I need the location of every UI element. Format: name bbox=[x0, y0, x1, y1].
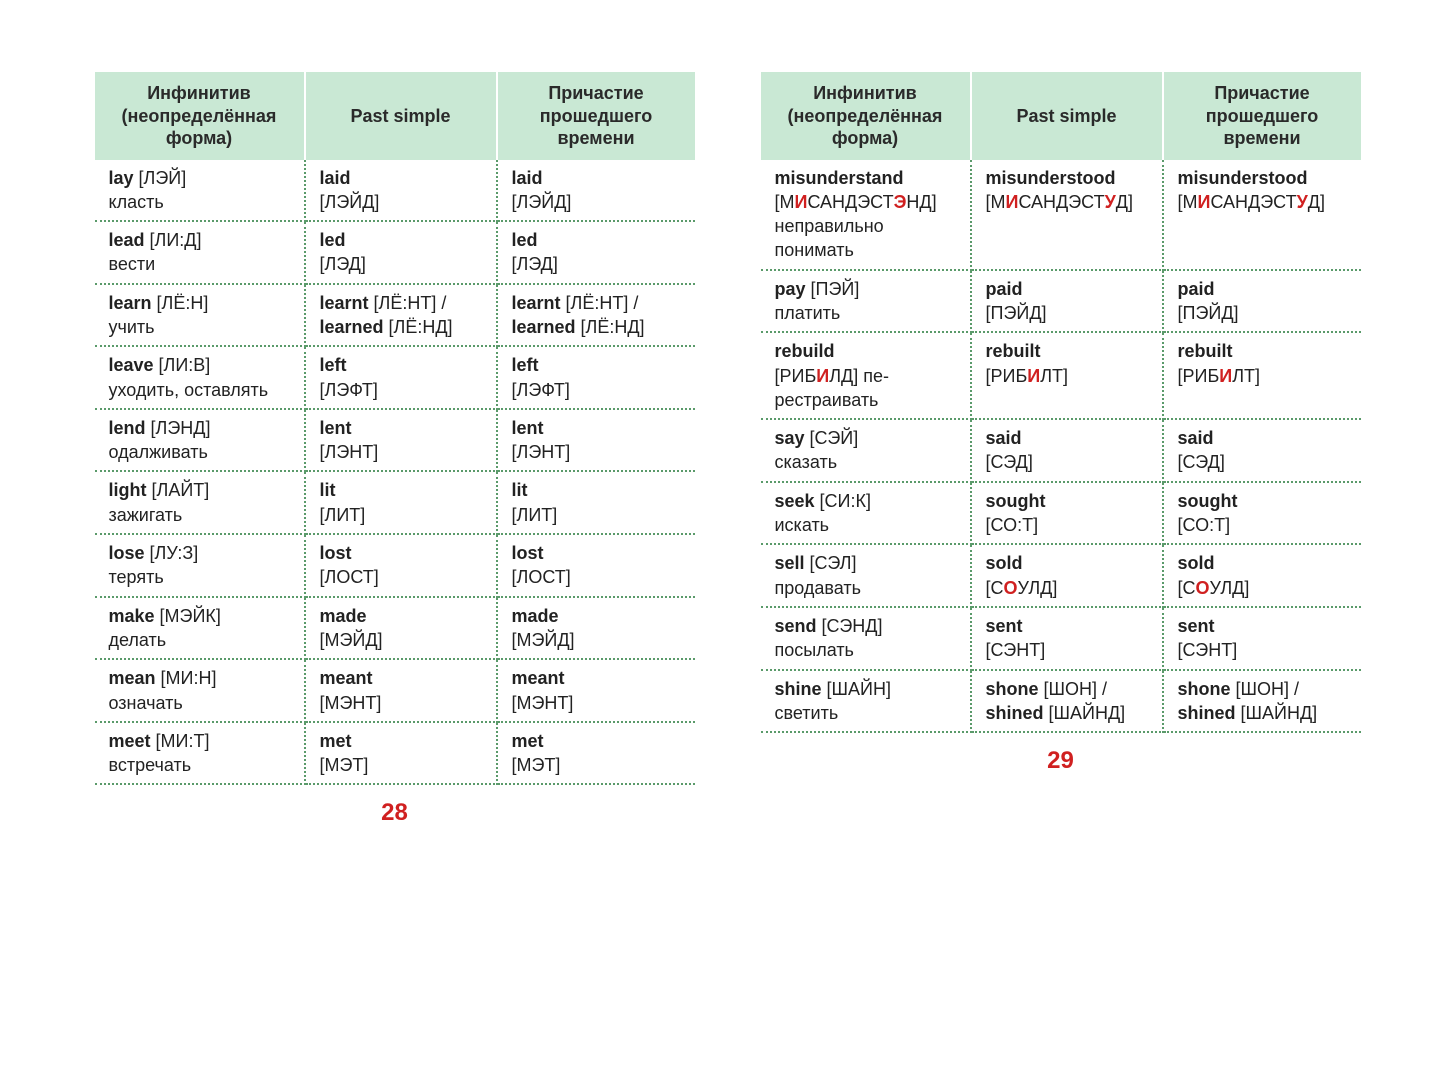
cell-past-simple: shone [ШОН] / shined [ШАЙНД] bbox=[971, 670, 1163, 733]
header-infinitive: Инфинитив (неопреде­лённая форма) bbox=[95, 72, 305, 160]
cell-past-participle: left[ЛЭФТ] bbox=[497, 346, 695, 409]
cell-past-simple: said[СЭД] bbox=[971, 419, 1163, 482]
cell-past-simple: sought[СО:Т] bbox=[971, 482, 1163, 545]
verb-table-left: Инфинитив (неопреде­лённая форма) Past s… bbox=[95, 72, 695, 785]
cell-infinitive: leave [ЛИ:В]уходить, оставлять bbox=[95, 346, 305, 409]
cell-infinitive: shine [ШАЙН]светить bbox=[761, 670, 971, 733]
cell-past-simple: rebuilt[РИБИЛТ] bbox=[971, 332, 1163, 419]
cell-infinitive: sell [СЭЛ]продавать bbox=[761, 544, 971, 607]
table-row: shine [ШАЙН]светитьshone [ШОН] / shined … bbox=[761, 670, 1361, 733]
cell-infinitive: meet [МИ:Т]встречать bbox=[95, 722, 305, 785]
cell-past-simple: made[МЭЙД] bbox=[305, 597, 497, 660]
table-row: make [МЭЙК]делатьmade[МЭЙД]made[МЭЙД] bbox=[95, 597, 695, 660]
cell-infinitive: mean [МИ:Н]означать bbox=[95, 659, 305, 722]
table-row: misunder­stand[МИСАНДЭ­СТЭНД]неправильно… bbox=[761, 160, 1361, 270]
verb-table-right: Инфинитив (неопреде­лённая форма) Past s… bbox=[761, 72, 1361, 733]
cell-past-simple: learnt [ЛЁ:НТ] / learned [ЛЁ:НД] bbox=[305, 284, 497, 347]
table-row: pay [ПЭЙ]платитьpaid[ПЭЙД]paid[ПЭЙД] bbox=[761, 270, 1361, 333]
cell-past-simple: lent[ЛЭНТ] bbox=[305, 409, 497, 472]
cell-infinitive: seek [СИ:К]искать bbox=[761, 482, 971, 545]
cell-past-simple: led[ЛЭД] bbox=[305, 221, 497, 284]
cell-past-participle: learnt [ЛЁ:НТ] / learned [ЛЁ:НД] bbox=[497, 284, 695, 347]
cell-infinitive: misunder­stand[МИСАНДЭ­СТЭНД]неправильно… bbox=[761, 160, 971, 270]
table-row: learn [ЛЁ:Н]учитьlearnt [ЛЁ:НТ] / learne… bbox=[95, 284, 695, 347]
cell-infinitive: pay [ПЭЙ]платить bbox=[761, 270, 971, 333]
cell-past-simple: met[МЭТ] bbox=[305, 722, 497, 785]
cell-past-participle: lost[ЛОСТ] bbox=[497, 534, 695, 597]
header-infinitive: Инфинитив (неопреде­лённая форма) bbox=[761, 72, 971, 160]
cell-infinitive: lay [ЛЭЙ]класть bbox=[95, 160, 305, 222]
table-header-row: Инфинитив (неопреде­лённая форма) Past s… bbox=[761, 72, 1361, 160]
left-page: Инфинитив (неопреде­лённая форма) Past s… bbox=[95, 72, 695, 1060]
cell-past-participle: paid[ПЭЙД] bbox=[1163, 270, 1361, 333]
table-row: lend [ЛЭНД]одалживатьlent[ЛЭНТ]lent[ЛЭНТ… bbox=[95, 409, 695, 472]
page-number-right: 29 bbox=[761, 747, 1361, 775]
table-row: lose [ЛУ:З]терятьlost[ЛОСТ]lost[ЛОСТ] bbox=[95, 534, 695, 597]
cell-infinitive: learn [ЛЁ:Н]учить bbox=[95, 284, 305, 347]
cell-past-simple: lost[ЛОСТ] bbox=[305, 534, 497, 597]
cell-past-participle: met[МЭТ] bbox=[497, 722, 695, 785]
cell-infinitive: make [МЭЙК]делать bbox=[95, 597, 305, 660]
cell-infinitive: lead [ЛИ:Д]вести bbox=[95, 221, 305, 284]
cell-infinitive: send [СЭНД]посылать bbox=[761, 607, 971, 670]
table-row: light [ЛАЙТ]зажигатьlit[ЛИТ]lit[ЛИТ] bbox=[95, 471, 695, 534]
cell-past-participle: shone [ШОН] / shined [ШАЙНД] bbox=[1163, 670, 1361, 733]
header-past-simple: Past simple bbox=[305, 72, 497, 160]
right-page: Инфинитив (неопреде­лённая форма) Past s… bbox=[761, 72, 1361, 1060]
cell-past-simple: meant[МЭНТ] bbox=[305, 659, 497, 722]
cell-past-participle: sought[СО:Т] bbox=[1163, 482, 1361, 545]
header-past-simple: Past simple bbox=[971, 72, 1163, 160]
table-row: say [СЭЙ]сказатьsaid[СЭД]said[СЭД] bbox=[761, 419, 1361, 482]
table-row: meet [МИ:Т]встречатьmet[МЭТ]met[МЭТ] bbox=[95, 722, 695, 785]
cell-past-participle: led[ЛЭД] bbox=[497, 221, 695, 284]
cell-past-simple: sold[СОУЛД] bbox=[971, 544, 1163, 607]
cell-past-participle: said[СЭД] bbox=[1163, 419, 1361, 482]
cell-infinitive: lose [ЛУ:З]терять bbox=[95, 534, 305, 597]
cell-past-simple: sent[СЭНТ] bbox=[971, 607, 1163, 670]
table-row: lead [ЛИ:Д]вестиled[ЛЭД]led[ЛЭД] bbox=[95, 221, 695, 284]
table-row: send [СЭНД]посылатьsent[СЭНТ]sent[СЭНТ] bbox=[761, 607, 1361, 670]
page-number-left: 28 bbox=[95, 799, 695, 827]
cell-past-simple: lit[ЛИТ] bbox=[305, 471, 497, 534]
table-row: lay [ЛЭЙ]кластьlaid[ЛЭЙД]laid[ЛЭЙД] bbox=[95, 160, 695, 222]
cell-past-participle: misunder­stood[МИСАНДЭ­СТУД] bbox=[1163, 160, 1361, 270]
cell-past-participle: sent[СЭНТ] bbox=[1163, 607, 1361, 670]
table-row: leave [ЛИ:В]уходить, оставлятьleft[ЛЭФТ]… bbox=[95, 346, 695, 409]
cell-infinitive: light [ЛАЙТ]зажигать bbox=[95, 471, 305, 534]
cell-past-participle: lit[ЛИТ] bbox=[497, 471, 695, 534]
cell-past-simple: paid[ПЭЙД] bbox=[971, 270, 1163, 333]
cell-infinitive: rebuild[РИБИЛД] пе­рестраивать bbox=[761, 332, 971, 419]
cell-past-participle: lent[ЛЭНТ] bbox=[497, 409, 695, 472]
cell-past-simple: laid[ЛЭЙД] bbox=[305, 160, 497, 222]
cell-infinitive: lend [ЛЭНД]одалживать bbox=[95, 409, 305, 472]
cell-infinitive: say [СЭЙ]сказать bbox=[761, 419, 971, 482]
cell-past-participle: made[МЭЙД] bbox=[497, 597, 695, 660]
cell-past-participle: laid[ЛЭЙД] bbox=[497, 160, 695, 222]
table-header-row: Инфинитив (неопреде­лённая форма) Past s… bbox=[95, 72, 695, 160]
cell-past-participle: meant[МЭНТ] bbox=[497, 659, 695, 722]
table-row: mean [МИ:Н]означатьmeant[МЭНТ]meant[МЭНТ… bbox=[95, 659, 695, 722]
table-row: sell [СЭЛ]продаватьsold[СОУЛД]sold[СОУЛД… bbox=[761, 544, 1361, 607]
table-row: seek [СИ:К]искатьsought[СО:Т]sought[СО:Т… bbox=[761, 482, 1361, 545]
cell-past-simple: left[ЛЭФТ] bbox=[305, 346, 497, 409]
table-row: rebuild[РИБИЛД] пе­рестраиватьrebuilt[РИ… bbox=[761, 332, 1361, 419]
header-past-participle: Причастие прошедшего времени bbox=[497, 72, 695, 160]
header-past-participle: Причастие прошедшего времени bbox=[1163, 72, 1361, 160]
cell-past-simple: misunder­stood[МИСАНДЭ­СТУД] bbox=[971, 160, 1163, 270]
cell-past-participle: sold[СОУЛД] bbox=[1163, 544, 1361, 607]
cell-past-participle: rebuilt[РИБИЛТ] bbox=[1163, 332, 1361, 419]
